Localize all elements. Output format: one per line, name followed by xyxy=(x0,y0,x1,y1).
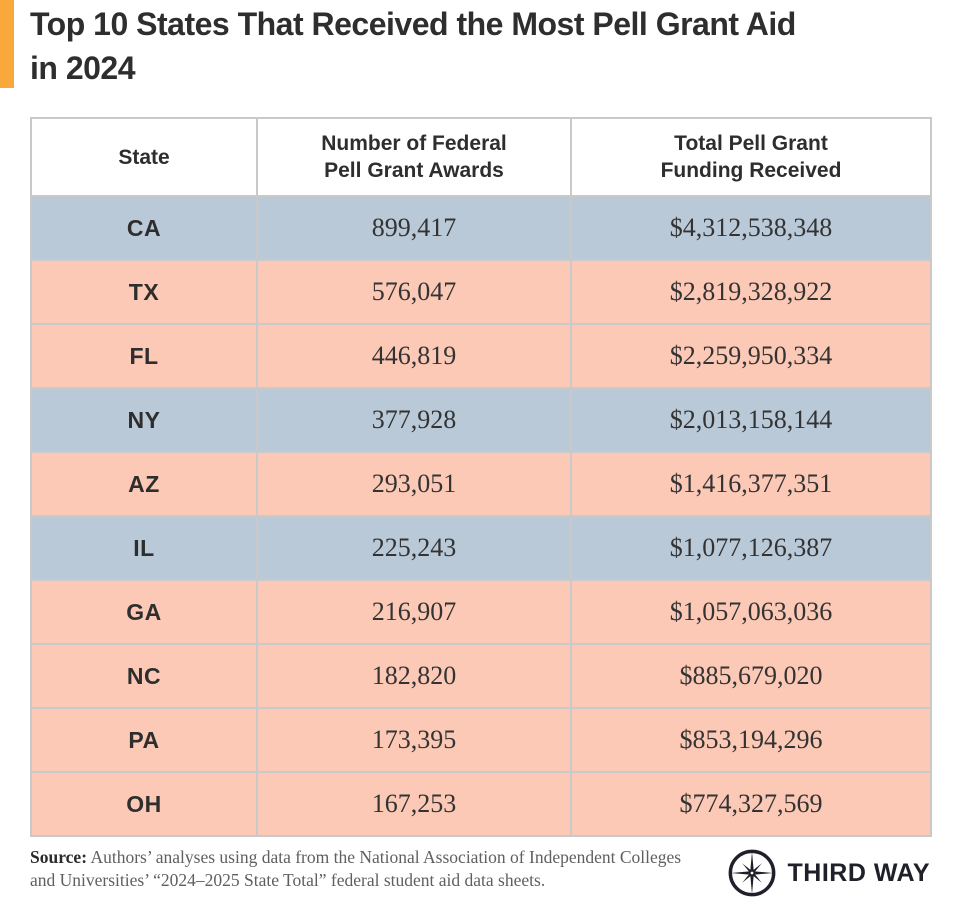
title-accent-bar xyxy=(0,0,14,88)
thirdway-logo: THIRD WAY xyxy=(726,847,930,899)
state-cell: OH xyxy=(32,773,256,835)
funding-cell: $1,077,126,387 xyxy=(572,517,930,579)
source-text2: and Universities’ “2024–2025 State Total… xyxy=(30,869,546,890)
funding-cell: $1,416,377,351 xyxy=(572,453,930,515)
header-awards-line2: Pell Grant Awards xyxy=(324,159,504,182)
state-cell: GA xyxy=(32,581,256,643)
state-cell: TX xyxy=(32,261,256,323)
state-cell: IL xyxy=(32,517,256,579)
funding-cell: $1,057,063,036 xyxy=(572,581,930,643)
table-header-row: State Number of Federal Pell Grant Award… xyxy=(32,119,930,195)
page-title-line2: in 2024 xyxy=(30,50,136,86)
table-row-oh: OH 167,253 $774,327,569 xyxy=(32,773,930,835)
awards-cell: 576,047 xyxy=(258,261,570,323)
awards-cell: 293,051 xyxy=(258,453,570,515)
logo-wordmark: THIRD WAY xyxy=(787,858,930,887)
awards-cell: 167,253 xyxy=(258,773,570,835)
awards-cell: 173,395 xyxy=(258,709,570,771)
header-state: State xyxy=(32,119,256,195)
state-cell: FL xyxy=(32,325,256,387)
table-row-az: AZ 293,051 $1,416,377,351 xyxy=(32,453,930,515)
page-title: Top 10 States That Received the Most Pel… xyxy=(30,2,935,90)
state-cell: AZ xyxy=(32,453,256,515)
source-line2: and Universities’ “2024–2025 State Total… xyxy=(30,869,681,892)
source-label: Source: xyxy=(30,847,88,867)
source-text1: Authors’ analyses using data from the Na… xyxy=(90,847,682,867)
compass-icon xyxy=(728,849,775,897)
footer: Source: Authors’ analyses using data fro… xyxy=(30,846,930,899)
funding-cell: $2,819,328,922 xyxy=(572,261,930,323)
header-funding-line2: Funding Received xyxy=(660,159,842,182)
table-row-fl: FL 446,819 $2,259,950,334 xyxy=(32,325,930,387)
awards-cell: 225,243 xyxy=(258,517,570,579)
awards-cell: 182,820 xyxy=(258,645,570,707)
table-row-il: IL 225,243 $1,077,126,387 xyxy=(32,517,930,579)
funding-cell: $2,259,950,334 xyxy=(572,325,930,387)
header-funding-line1: Total Pell Grant xyxy=(674,132,828,155)
table-row-pa: PA 173,395 $853,194,296 xyxy=(32,709,930,771)
state-cell: CA xyxy=(32,197,256,259)
funding-cell: $4,312,538,348 xyxy=(572,197,930,259)
header-funding: Total Pell Grant Funding Received xyxy=(572,119,930,195)
source-line1: Source: Authors’ analyses using data fro… xyxy=(30,846,681,869)
state-cell: PA xyxy=(32,709,256,771)
table-row-ny: NY 377,928 $2,013,158,144 xyxy=(32,389,930,451)
state-cell: NY xyxy=(32,389,256,451)
funding-cell: $2,013,158,144 xyxy=(572,389,930,451)
table-row-ca: CA 899,417 $4,312,538,348 xyxy=(32,197,930,259)
awards-cell: 899,417 xyxy=(258,197,570,259)
awards-cell: 216,907 xyxy=(258,581,570,643)
funding-cell: $774,327,569 xyxy=(572,773,930,835)
funding-cell: $885,679,020 xyxy=(572,645,930,707)
pell-grant-table: State Number of Federal Pell Grant Award… xyxy=(30,117,932,837)
funding-cell: $853,194,296 xyxy=(572,709,930,771)
awards-cell: 377,928 xyxy=(258,389,570,451)
state-cell: NC xyxy=(32,645,256,707)
header-awards: Number of Federal Pell Grant Awards xyxy=(258,119,570,195)
awards-cell: 446,819 xyxy=(258,325,570,387)
table-row-ga: GA 216,907 $1,057,063,036 xyxy=(32,581,930,643)
header-awards-line1: Number of Federal xyxy=(321,132,507,155)
table-row-nc: NC 182,820 $885,679,020 xyxy=(32,645,930,707)
header-state-label: State xyxy=(118,145,170,169)
page-title-line1: Top 10 States That Received the Most Pel… xyxy=(30,6,796,42)
source-note: Source: Authors’ analyses using data fro… xyxy=(30,846,681,891)
table-row-tx: TX 576,047 $2,819,328,922 xyxy=(32,261,930,323)
